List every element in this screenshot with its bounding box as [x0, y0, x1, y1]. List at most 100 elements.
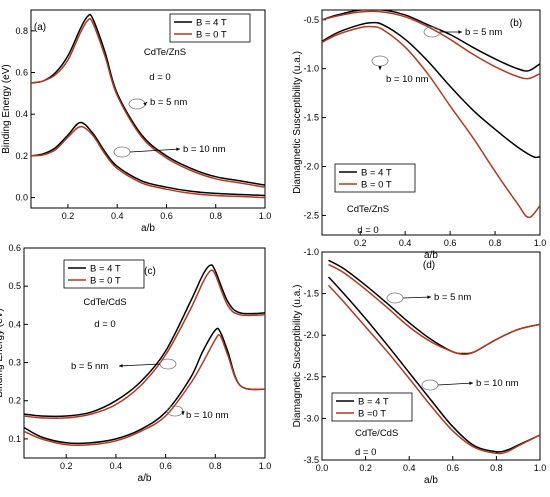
legend-box — [169, 13, 251, 43]
annotation-text: d = 0 — [357, 225, 378, 236]
legend-box — [331, 392, 413, 422]
annotation-arrow — [129, 148, 181, 153]
x-tick-label: 0.6 — [447, 463, 460, 473]
plot-frame — [30, 9, 266, 209]
x-tick-label: 0.2 — [359, 463, 372, 473]
x-tick-label: 1.0 — [534, 463, 547, 473]
annotation-ellipse — [113, 146, 131, 158]
legend-label: B = 4 T — [90, 264, 121, 275]
series-line — [24, 269, 265, 419]
x-tick-label: 0.6 — [160, 211, 173, 221]
legend-label: B = 0 T — [196, 30, 227, 41]
panel-d: 0.0 0.2 0.4 0.6 0.8 1.0 -1.0 -1.5 -2.0 -2.5 -3.0 -3… — [292, 247, 546, 486]
y-tick-label: -2.5 — [303, 372, 319, 382]
annotation-text: b = 10 nm — [476, 378, 519, 389]
annotation-text: b = 10 nm — [386, 74, 429, 85]
annotation-arrowhead — [143, 102, 147, 106]
y-axis-label: Diamagnetic Susceptibility (u.a.) — [292, 51, 303, 194]
panel-label: (b) — [510, 18, 522, 29]
legend: B = 4 TB = 0 T — [63, 259, 145, 289]
series-line — [328, 263, 540, 356]
y-tick-label: -1.0 — [303, 64, 319, 74]
annotation-arrowhead — [427, 295, 431, 299]
x-tick-label: 0.2 — [354, 238, 367, 248]
x-tick-label: 0.2 — [60, 461, 73, 471]
plot-frame — [23, 247, 266, 459]
x-axis-label: a/b — [424, 475, 438, 486]
x-tick-label: 0.6 — [444, 238, 457, 248]
x-tick-label: 1.0 — [534, 238, 547, 248]
legend-label: B = 0 T — [90, 276, 121, 287]
annotation-text: b = 5 nm — [71, 361, 108, 372]
y-tick-label: -2.0 — [303, 162, 319, 172]
y-tick-label: -1.5 — [303, 113, 319, 123]
panel-c: 0.2 0.4 0.6 0.8 1.0 0.1 0.2 0.3 0.4 0.5 0.6 a/b Bind… — [0, 243, 271, 484]
legend: B = 4 TB =0 T — [331, 392, 413, 422]
y-tick-label: -2.0 — [303, 330, 319, 340]
annotation-ellipse — [386, 292, 404, 304]
series-line — [24, 333, 265, 446]
legend-box — [334, 163, 416, 193]
annotation-ellipse — [159, 358, 177, 370]
annotation-text: CdTe/CdS — [83, 297, 126, 308]
y-tick-label: 0.6 — [15, 68, 28, 78]
panel-label: (c) — [144, 266, 156, 277]
x-tick-label: 0.0 — [316, 463, 329, 473]
x-tick-label: 0.8 — [209, 211, 222, 221]
annotation-text: b = 5 nm — [150, 97, 187, 108]
series-line — [322, 25, 540, 219]
annotation-text: b = 5 nm — [465, 27, 502, 38]
legend: B = 4 TB = 0 T — [334, 163, 416, 193]
x-tick-label: 1.0 — [259, 211, 272, 221]
y-tick-label: -3.5 — [303, 455, 319, 465]
x-tick-label: 0.4 — [403, 463, 416, 473]
panel-label: (a) — [34, 22, 46, 33]
annotation-arrowhead — [176, 147, 180, 151]
annotation-text: CdTe/ZnS — [144, 47, 186, 58]
y-axis-label: Diamagnetic Susceptibility (u.a.) — [292, 285, 303, 428]
x-tick-label: 0.4 — [399, 238, 412, 248]
annotation-arrowhead — [119, 364, 123, 368]
y-tick-label: -1.0 — [303, 247, 319, 257]
x-tick-label: 0.4 — [110, 461, 123, 471]
annotation-arrowhead — [458, 30, 462, 34]
annotation-ellipse — [421, 379, 439, 391]
legend-label: B = 4 T — [358, 397, 389, 408]
y-tick-label: 0.2 — [15, 151, 28, 161]
y-axis-label: Binding Energy (eV) — [0, 308, 5, 398]
y-tick-label: 0.4 — [8, 319, 21, 329]
legend-label: B =0 T — [358, 409, 386, 420]
x-tick-label: 0.2 — [62, 211, 75, 221]
y-tick-label: -0.5 — [303, 15, 319, 25]
annotation-ellipse — [128, 98, 146, 110]
annotation-text: CdTe/CdS — [355, 428, 398, 439]
legend-label: B = 4 T — [361, 168, 392, 179]
series-line — [24, 327, 265, 445]
annotation-arrow — [402, 296, 432, 299]
annotation-ellipse — [371, 55, 389, 67]
y-tick-label: 0.5 — [8, 281, 21, 291]
y-tick-label: -1.5 — [303, 289, 319, 299]
series-line — [322, 10, 540, 80]
annotation-text: b = 5 nm — [434, 292, 471, 303]
series-line — [31, 13, 265, 186]
x-tick-label: 0.8 — [209, 461, 222, 471]
x-tick-label: 0.6 — [159, 461, 172, 471]
series-line — [327, 276, 540, 453]
y-tick-label: 0.6 — [8, 243, 21, 253]
series-line — [322, 10, 540, 72]
annotation-text: b = 10 nm — [183, 144, 226, 155]
y-tick-label: 0.3 — [8, 358, 21, 368]
plot-frame — [321, 251, 541, 461]
x-tick-label: 0.8 — [490, 463, 503, 473]
y-axis-label: Binding Energy (eV) — [1, 64, 12, 154]
series-line — [31, 17, 265, 188]
x-tick-label: 1.0 — [259, 461, 272, 471]
y-tick-label: 0.1 — [8, 434, 21, 444]
series-line — [31, 121, 265, 197]
y-tick-label: -3.0 — [303, 413, 319, 423]
y-tick-label: 0.0 — [15, 193, 28, 203]
annotation-text: d = 0 — [355, 447, 376, 458]
panel-b: 0.2 0.4 0.6 0.8 1.0 -0.5 -1.0 -1.5 -2.0 -2.5 a/b Di… — [292, 9, 546, 261]
annotation-text: d = 0 — [94, 319, 115, 330]
